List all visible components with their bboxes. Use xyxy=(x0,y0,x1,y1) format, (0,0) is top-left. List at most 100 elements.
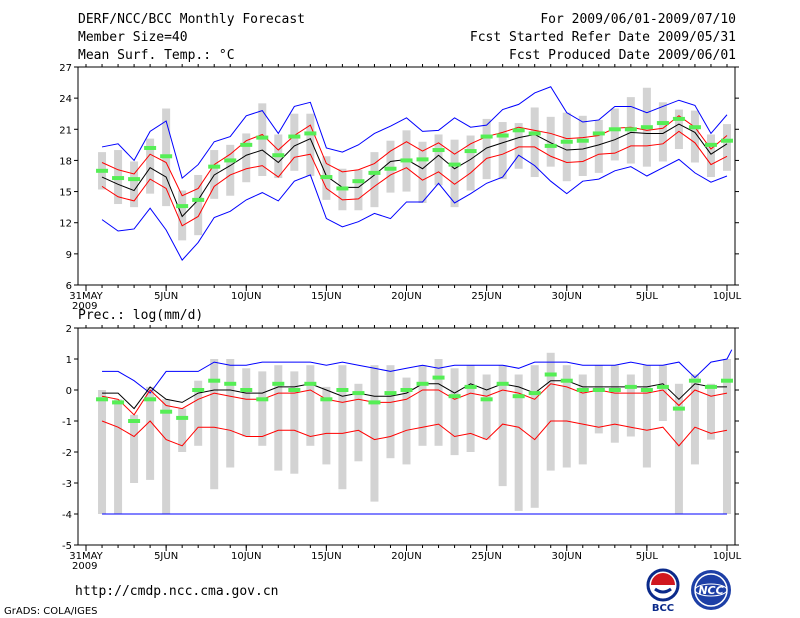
observed-marker xyxy=(592,131,605,136)
observed-marker xyxy=(320,397,333,402)
ensemble-box xyxy=(594,365,603,434)
ensemble-box xyxy=(466,365,475,452)
ensemble-box xyxy=(370,365,379,502)
observed-marker xyxy=(304,131,317,136)
observed-marker xyxy=(128,177,141,182)
ensemble-box xyxy=(610,108,619,161)
observed-marker xyxy=(544,143,557,148)
ensemble-box xyxy=(610,365,619,443)
observed-marker xyxy=(336,388,349,392)
observed-marker xyxy=(688,378,701,383)
ncc-logo-text: NCC xyxy=(698,584,723,597)
ensemble-box xyxy=(306,365,315,446)
ensemble-box xyxy=(578,374,587,465)
ensemble-box xyxy=(466,135,475,191)
observed-marker xyxy=(176,415,189,420)
ensemble-box xyxy=(274,365,283,471)
ensemble-box xyxy=(226,144,235,196)
observed-marker xyxy=(128,419,141,423)
observed-marker xyxy=(256,397,269,402)
observed-marker xyxy=(576,138,589,143)
ensemble-box xyxy=(498,365,507,487)
observed-marker xyxy=(720,138,733,143)
series-max-line xyxy=(102,349,733,394)
observed-marker xyxy=(416,157,429,162)
ensemble-box xyxy=(674,109,683,150)
ensemble-box xyxy=(418,365,427,446)
y-tick-label: -5 xyxy=(62,541,72,552)
ensemble-box xyxy=(690,374,699,465)
ensemble-box xyxy=(242,368,251,437)
ensemble-box xyxy=(642,365,651,468)
observed-marker xyxy=(352,179,365,184)
x-tick-label: 30JUN xyxy=(552,291,582,302)
observed-marker xyxy=(592,388,605,392)
observed-marker xyxy=(704,384,717,389)
x-tick-label: 25JUN xyxy=(471,291,501,302)
ensemble-box xyxy=(354,383,363,462)
ensemble-box xyxy=(114,399,123,514)
ensemble-box xyxy=(706,383,715,440)
observed-marker xyxy=(336,186,349,191)
ensemble-box xyxy=(482,374,491,440)
precip-chart-title: Prec.: log(mm/d) xyxy=(78,308,204,323)
observed-marker xyxy=(640,125,653,130)
ensemble-box xyxy=(674,383,683,514)
series-min-line xyxy=(101,420,728,447)
observed-marker xyxy=(160,409,173,414)
observed-marker xyxy=(576,388,589,392)
y-tick-label: 0 xyxy=(66,386,72,397)
ensemble-box xyxy=(178,408,187,452)
observed-marker xyxy=(688,125,701,130)
ensemble-box xyxy=(146,138,155,194)
y-tick-label: 1 xyxy=(66,355,72,366)
ensemble-box xyxy=(626,374,635,437)
ensemble-box xyxy=(290,371,299,474)
observed-marker xyxy=(640,388,653,392)
source-url[interactable]: http://cmdp.ncc.cma.gov.cn xyxy=(75,584,279,599)
observed-marker xyxy=(496,381,509,386)
observed-marker xyxy=(672,406,685,411)
forecast-period: For 2009/06/01-2009/07/10 xyxy=(540,12,736,27)
observed-marker xyxy=(384,391,397,396)
y-tick-label: 9 xyxy=(66,250,72,261)
x-tick-label: 10JUL xyxy=(713,551,742,562)
ensemble-box xyxy=(306,113,315,176)
observed-marker xyxy=(400,388,413,392)
observed-marker xyxy=(624,384,637,389)
ensemble-box xyxy=(530,107,539,178)
ensemble-box xyxy=(450,368,459,456)
observed-marker xyxy=(496,133,509,138)
x-tick-year-label: 2009 xyxy=(72,561,97,572)
ensemble-box xyxy=(242,133,251,183)
series-max-line xyxy=(101,86,728,179)
observed-marker xyxy=(608,127,621,132)
grads-credit: GrADS: COLA/IGES xyxy=(4,606,98,617)
x-tick-label: 31MAY xyxy=(69,291,103,302)
y-tick-label: 24 xyxy=(59,94,72,105)
y-tick-label: 6 xyxy=(66,281,72,292)
ensemble-box xyxy=(578,115,587,176)
ensemble-box xyxy=(370,152,379,208)
observed-marker xyxy=(528,131,541,136)
ensemble-box xyxy=(482,118,491,180)
observed-marker xyxy=(208,164,221,169)
observed-marker xyxy=(288,388,301,392)
x-tick-label: 31MAY xyxy=(69,551,103,562)
ensemble-box xyxy=(450,139,459,208)
ensemble-box xyxy=(418,141,427,203)
ensemble-box xyxy=(546,352,555,471)
ensemble-box xyxy=(162,399,171,514)
observed-marker xyxy=(400,158,413,163)
observed-marker xyxy=(208,378,221,383)
observed-marker xyxy=(192,197,205,202)
observed-marker xyxy=(720,378,733,383)
y-tick-label: -3 xyxy=(62,479,72,490)
y-tick-label: 21 xyxy=(59,125,72,136)
x-tick-label: 5JUN xyxy=(154,291,178,302)
x-tick-label: 5JUL xyxy=(636,291,659,302)
observed-marker xyxy=(464,149,477,154)
